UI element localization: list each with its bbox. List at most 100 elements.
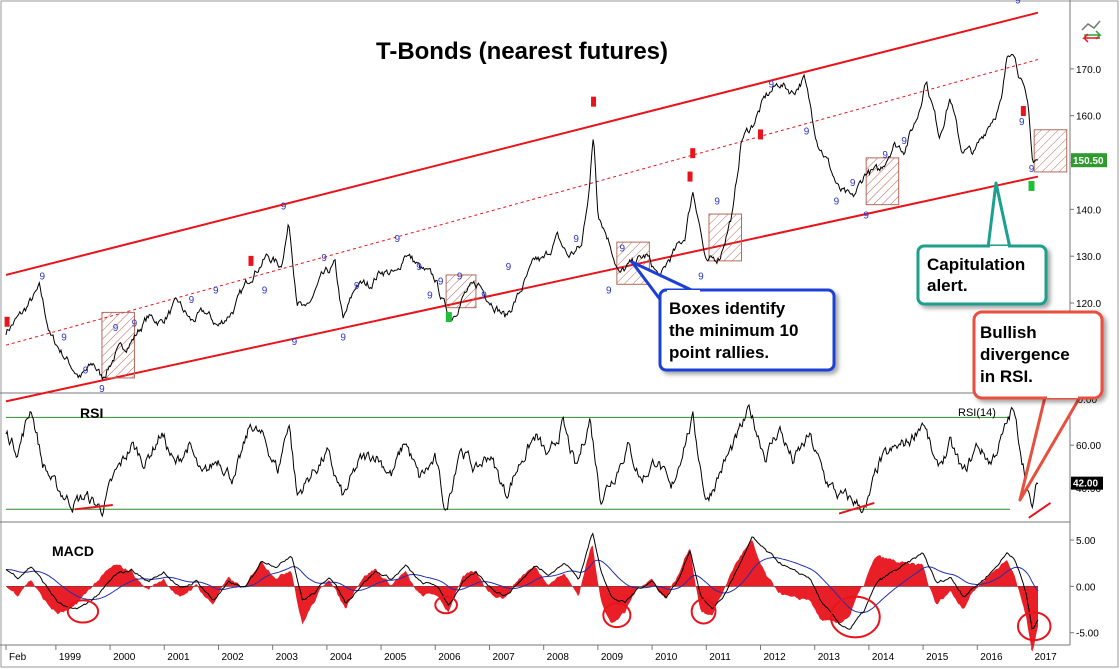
- rsi-divergence-lines: [74, 501, 1052, 519]
- count-labels: 9 9 9 9 9 9 9 9 9 9 9 9 9 9 9 9 9 9 9 9 9 9 9 9 9 9 9 9 9 9 9 9 9 9 9 9: [40, 0, 1035, 395]
- count-label-21: 9: [573, 234, 579, 245]
- chart-toolbar-icon[interactable]: [1081, 20, 1102, 43]
- callout-3-line-2: divergence: [980, 345, 1070, 364]
- count-label-35: 9: [1029, 164, 1035, 175]
- callout-1-line-1: Boxes identify: [669, 299, 786, 318]
- x-tick-label-3: 2001: [167, 652, 190, 663]
- sell-setup-marker-4: [690, 148, 696, 159]
- callout-2-line-1: Capitulation: [927, 255, 1025, 274]
- x-tick-label-4: 2002: [221, 652, 244, 663]
- x-tick-label-11: 2009: [601, 652, 624, 663]
- channel-line-0: [5, 11, 1039, 276]
- rally-box-5: [1033, 129, 1068, 173]
- count-label-5: 9: [132, 318, 138, 329]
- count-label-19: 9: [481, 290, 487, 301]
- sell-setup-marker-1: [248, 255, 254, 266]
- rsi-divergence-line-1: [838, 501, 875, 515]
- rsi-divergence-line-2: [1028, 502, 1052, 519]
- price-tick-label-2: 140.0: [1076, 205, 1101, 216]
- macd-trough-circle-5: [1016, 611, 1052, 642]
- count-label-14: 9: [395, 234, 401, 245]
- macd-trough-circles: [66, 595, 1052, 642]
- rsi-divergence-line-0: [74, 504, 113, 511]
- price-channel-lines: [5, 11, 1039, 403]
- callout-1-line-3: point rallies.: [669, 343, 769, 362]
- macd-tick-label-0: 5.00: [1076, 536, 1096, 547]
- count-label-12: 9: [340, 332, 346, 343]
- buy-setup-marker-1: [1028, 180, 1035, 191]
- rsi-last-value: 42.00: [1073, 479, 1098, 490]
- count-label-8: 9: [262, 286, 268, 297]
- chart-title: T-Bonds (nearest futures): [376, 38, 668, 65]
- count-label-10: 9: [292, 337, 298, 348]
- channel-line-1: [5, 59, 1039, 346]
- x-tick-label-0: Feb: [9, 652, 27, 663]
- count-label-29: 9: [850, 178, 856, 189]
- x-tick-label-12: 2010: [655, 652, 678, 663]
- count-label-20: 9: [506, 262, 512, 273]
- x-axis: Feb 1999 2000 2001 2002 2003 2004 2005 2006 2007 2…: [5, 645, 1057, 663]
- count-label-31: 9: [882, 150, 888, 161]
- macd-trough-circle-2: [602, 602, 632, 629]
- count-label-15: 9: [416, 262, 422, 273]
- callout-capitulation: Capitulation alert.: [916, 181, 1048, 306]
- count-label-3: 9: [99, 384, 105, 395]
- count-label-6: 9: [189, 295, 195, 306]
- rsi-reference-lines: [6, 416, 1010, 510]
- x-tick-label-19: 2017: [1034, 652, 1057, 663]
- count-label-34: 9: [1019, 117, 1025, 128]
- count-label-27: 9: [804, 126, 810, 137]
- count-label-32: 9: [901, 136, 907, 147]
- count-label-13: 9: [354, 281, 360, 292]
- callout-2-line-2: alert.: [927, 276, 968, 295]
- macd-trough-circle-3: [690, 598, 717, 625]
- setup-markers: [4, 96, 1035, 327]
- sell-setup-marker-5: [757, 129, 763, 140]
- x-tick-label-7: 2005: [384, 652, 407, 663]
- count-label-22: 9: [606, 286, 612, 297]
- count-label-1: 9: [61, 332, 67, 343]
- rsi-series-label: RSI(14): [958, 407, 996, 419]
- count-label-25: 9: [714, 197, 720, 208]
- x-tick-label-9: 2007: [492, 652, 515, 663]
- svg-text:Bullish divergence: Bullish divergence in RSI.: [980, 323, 1075, 386]
- svg-text:Capitulation alert.: Capitulation alert.: [927, 255, 1030, 295]
- sell-setup-marker-6: [1020, 106, 1026, 117]
- x-tick-label-18: 2016: [980, 652, 1003, 663]
- count-label-33: 9: [1015, 0, 1021, 6]
- x-tick-label-8: 2006: [438, 652, 461, 663]
- rsi-panel-title: RSI: [80, 405, 103, 421]
- count-label-16: 9: [427, 290, 433, 301]
- callout-1-line-2: the minimum 10: [669, 321, 798, 340]
- count-label-28: 9: [834, 197, 840, 208]
- price-tick-label-0: 120.0: [1076, 299, 1101, 310]
- count-label-30: 9: [863, 211, 869, 222]
- rally-box-4: [865, 157, 900, 206]
- sell-setup-marker-2: [591, 96, 597, 107]
- count-label-26: 9: [769, 80, 775, 91]
- count-label-7: 9: [213, 286, 219, 297]
- sell-setup-marker-3: [687, 171, 693, 182]
- price-tick-label-4: 160.0: [1076, 112, 1101, 123]
- rally-box-3: [708, 213, 743, 262]
- macd-signal-line: [6, 557, 1039, 613]
- count-label-23: 9: [619, 244, 625, 255]
- price-panel: 9 9 9 9 9 9 9 9 9 9 9 9 9 9 9 9 9 9 9 9 9 9 9 9 9 9 9 9 9 9 9 9 9 9 9 9 120…: [4, 0, 1107, 403]
- rsi-upper-tick: 80.00: [1072, 395, 1097, 406]
- count-label-11: 9: [321, 253, 327, 264]
- macd-trough-circle-4: [829, 595, 881, 639]
- callout-3-line-3: in RSI.: [980, 367, 1033, 386]
- count-label-2: 9: [83, 365, 89, 376]
- count-label-24: 9: [698, 272, 704, 283]
- callout-bullish-divergence: Bullish divergence in RSI.: [972, 310, 1104, 502]
- buy-setup-marker-0: [445, 312, 452, 323]
- x-tick-label-15: 2013: [818, 652, 841, 663]
- rsi-last-value-badge: 42.00: [1071, 476, 1103, 490]
- price-last-value-badge: 150.50: [1071, 153, 1107, 168]
- price-tick-label-1: 130.0: [1076, 252, 1101, 263]
- macd-tick-label-2: -5.00: [1076, 629, 1099, 640]
- price-last-value: 150.50: [1073, 156, 1104, 167]
- x-tick-label-13: 2011: [709, 652, 731, 663]
- x-tick-label-1: 1999: [59, 652, 82, 663]
